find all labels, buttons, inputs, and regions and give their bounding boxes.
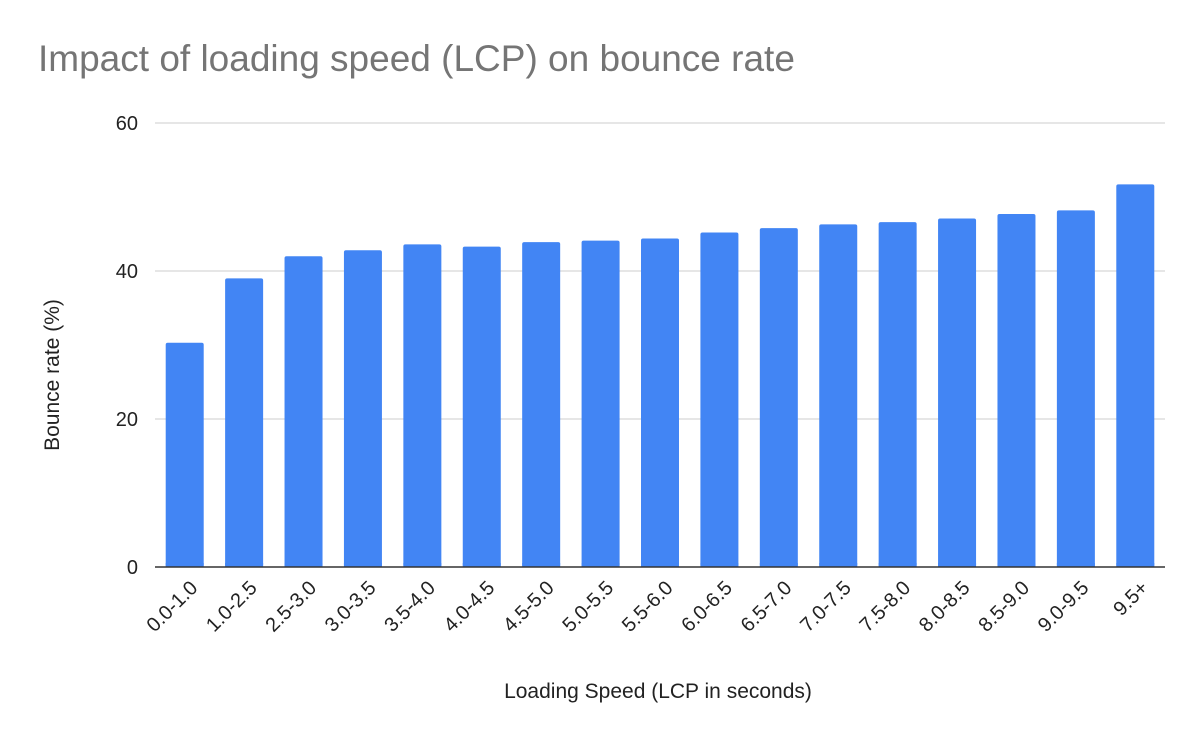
bar-base [165,563,204,567]
x-tick-label: 5.5-6.0 [618,577,678,637]
bar-base [819,563,858,567]
bar [403,244,442,568]
bar-base [522,563,561,567]
x-tick-label: 9.5+ [1109,577,1152,620]
bar [522,242,561,567]
bar-base [641,563,679,567]
chart-title: Impact of loading speed (LCP) on bounce … [38,38,795,79]
bar-base [581,563,620,567]
bar [1056,210,1095,567]
x-axis-title: Loading Speed (LCP in seconds) [504,680,812,703]
x-tick-label: 6.5-7.0 [737,577,797,637]
y-tick-label: 60 [116,113,138,135]
bar-base [462,563,501,567]
y-axis-title: Bounce rate (%) [41,299,64,451]
bars [165,184,1155,568]
bar-base [1056,563,1095,567]
x-tick-label: 5.0-5.5 [559,577,619,637]
bar [997,214,1036,567]
x-tick-label: 4.0-4.5 [440,577,500,637]
bar [165,342,204,567]
bar [225,278,264,567]
bar-base [284,563,323,567]
bar [581,240,620,567]
x-tick-label: 1.0-2.5 [202,577,262,637]
x-tick-label: 8.5-9.0 [974,577,1034,637]
x-tick-label: 7.0-7.5 [796,577,856,637]
x-tick-label: 7.5-8.0 [856,577,916,637]
bar [343,250,382,567]
bar-base [700,563,739,567]
bar-base [403,563,442,567]
x-tick-label: 3.5-4.0 [380,577,440,637]
x-tick-label: 4.5-5.0 [499,577,559,637]
bar [759,228,798,567]
bar [1116,184,1155,568]
bar-base [938,563,977,567]
bar [938,218,977,567]
bar-base [759,563,798,567]
bar [641,238,679,567]
x-tick-label: 6.0-6.5 [677,577,737,637]
bar-base [225,563,264,567]
bar [284,256,323,567]
y-tick-label: 40 [116,261,138,283]
x-tick-label: 8.0-8.5 [915,577,975,637]
bar [878,222,917,567]
y-tick-label: 20 [116,409,138,431]
bar-base [1116,563,1155,567]
bar [462,246,501,567]
bar [700,232,739,567]
bar-base [878,563,917,567]
x-tick-label: 2.5-3.0 [261,577,321,637]
bar [819,224,858,567]
x-tick-label: 0.0-1.0 [143,577,203,637]
x-tick-label: 9.0-9.5 [1034,577,1094,637]
bar-base [997,563,1036,567]
x-tick-label: 3.0-3.5 [321,577,381,637]
bar-base [343,563,382,567]
y-tick-label: 0 [127,557,138,579]
